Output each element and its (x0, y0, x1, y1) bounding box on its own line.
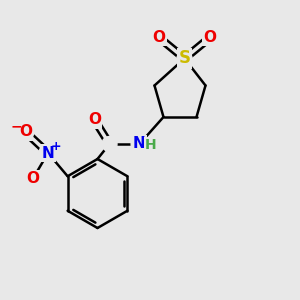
Circle shape (152, 30, 166, 45)
Circle shape (177, 51, 192, 66)
Circle shape (102, 136, 117, 152)
Text: O: O (152, 30, 166, 45)
Circle shape (25, 170, 41, 187)
Circle shape (202, 30, 217, 45)
Circle shape (26, 171, 40, 186)
Text: O: O (88, 112, 101, 128)
Circle shape (132, 136, 147, 152)
Circle shape (39, 144, 57, 162)
Text: +: + (51, 140, 62, 154)
Text: O: O (19, 124, 32, 140)
Text: O: O (203, 30, 217, 45)
Circle shape (40, 146, 56, 160)
Text: −: − (10, 120, 22, 134)
Circle shape (87, 112, 102, 128)
Text: N: N (42, 146, 54, 160)
Circle shape (131, 136, 148, 152)
Text: S: S (178, 50, 190, 68)
Circle shape (17, 124, 34, 140)
Circle shape (18, 124, 33, 140)
Text: N: N (133, 136, 146, 152)
Text: H: H (145, 138, 157, 152)
Text: O: O (26, 171, 40, 186)
